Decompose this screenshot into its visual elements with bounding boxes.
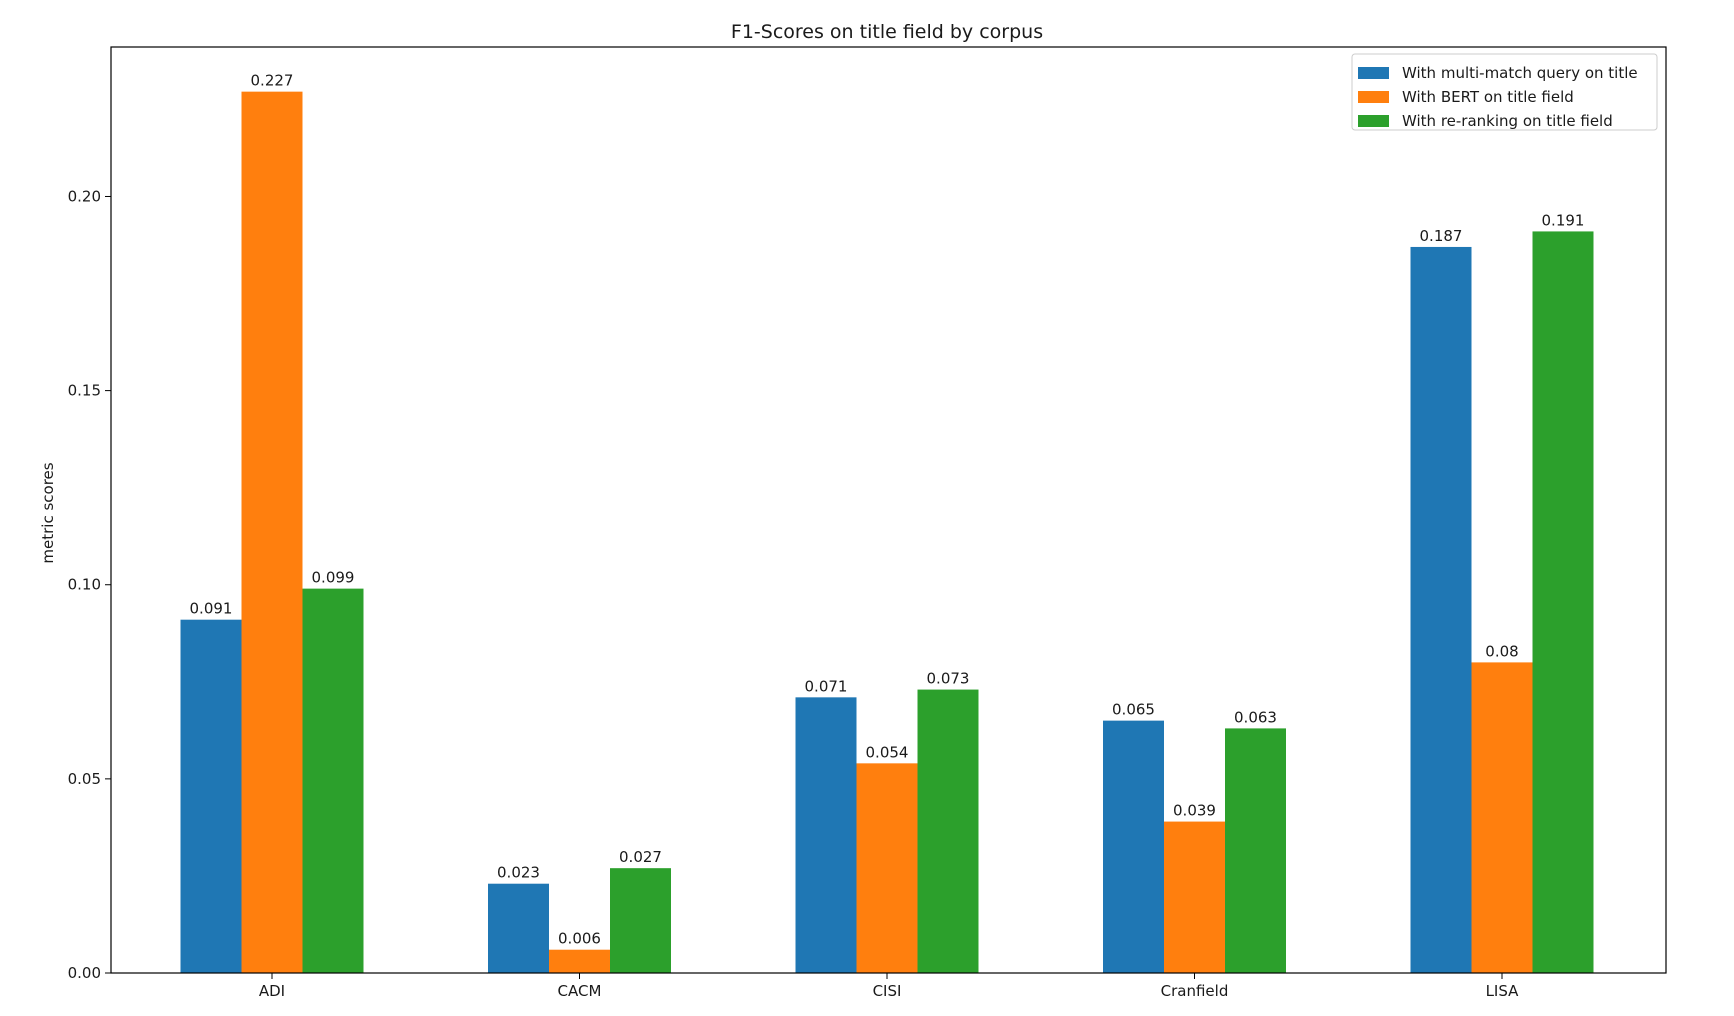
bar-value-label: 0.091: [190, 600, 233, 618]
bar: [1410, 246, 1472, 974]
legend-swatch: [1358, 67, 1389, 79]
bar: [856, 763, 918, 973]
bar-value-label: 0.065: [1112, 701, 1155, 719]
y-axis-label: metric scores: [39, 462, 57, 563]
bar-value-label: 0.023: [497, 864, 540, 882]
bars-group: [180, 91, 1594, 974]
bar: [1532, 231, 1594, 974]
bar-value-label: 0.227: [251, 72, 294, 90]
bar: [549, 949, 610, 973]
legend-box: [1351, 53, 1658, 131]
legend-swatch: [1358, 115, 1389, 127]
bar-value-label: 0.039: [1173, 802, 1216, 820]
plot-frame: [110, 46, 1667, 974]
bar: [488, 883, 549, 973]
bar: [917, 689, 979, 973]
bar: [1225, 728, 1286, 973]
chart-title: F1-Scores on title field by corpus: [731, 21, 1043, 43]
y-tick-label: 0.15: [68, 382, 101, 400]
x-tick-label: CISI: [873, 982, 902, 1000]
bar-value-label: 0.08: [1485, 642, 1518, 660]
x-tick-label: Cranfield: [1161, 982, 1229, 1000]
bar: [302, 588, 364, 973]
bar-value-label: 0.099: [312, 569, 355, 587]
bar: [1164, 821, 1225, 973]
x-tick-label: LISA: [1486, 982, 1520, 1000]
bar: [241, 91, 303, 973]
legend-label: With re-ranking on title field: [1402, 112, 1613, 130]
x-tick-label: ADI: [259, 982, 285, 1000]
bar-value-label: 0.191: [1542, 211, 1585, 229]
bar: [1103, 720, 1164, 973]
bar: [180, 619, 242, 973]
y-tick-label: 0.10: [68, 576, 101, 594]
bar-value-label: 0.187: [1420, 227, 1463, 245]
y-tick-label: 0.05: [68, 770, 101, 788]
bar-value-label: 0.006: [558, 930, 601, 948]
bar: [795, 697, 857, 973]
y-tick-label: 0.20: [68, 187, 101, 205]
y-axis: 0.00 0.05 0.10 0.15 0.20: [68, 187, 111, 982]
legend-swatch: [1358, 91, 1389, 103]
bar: [610, 868, 671, 973]
legend: With multi-match query on title With BERT…: [1351, 53, 1658, 131]
bar-value-label: 0.063: [1234, 708, 1277, 726]
bar-value-label: 0.073: [927, 670, 970, 688]
bar: [1471, 662, 1533, 973]
bar-value-label: 0.054: [866, 743, 909, 761]
legend-label: With BERT on title field: [1402, 88, 1574, 106]
bar-value-label: 0.071: [805, 677, 848, 695]
x-axis: ADI CACM CISI Cranfield LISA: [259, 973, 1519, 1000]
bar-value-label: 0.027: [619, 848, 662, 866]
legend-label: With multi-match query on title: [1402, 64, 1638, 82]
x-tick-label: CACM: [558, 982, 602, 1000]
bar-labels-group: 0.091 0.227 0.099 0.023 0.006 0.027 0.071 0.054…: [190, 72, 1585, 948]
y-tick-label: 0.00: [68, 964, 101, 982]
